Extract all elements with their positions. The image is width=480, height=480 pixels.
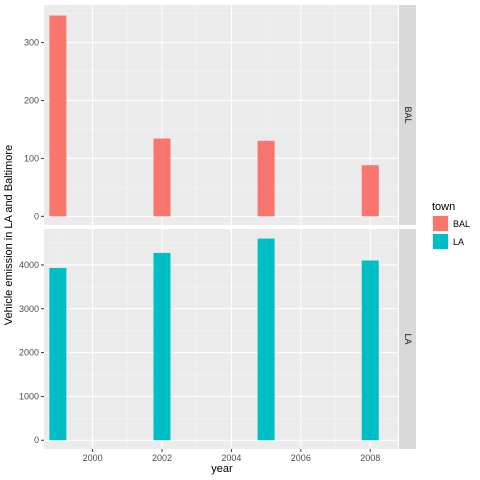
facet-strip — [399, 229, 416, 449]
y-tick-label: 1000 — [19, 391, 39, 401]
legend-label-la: LA — [453, 237, 464, 247]
bar-la-1999 — [49, 267, 67, 441]
legend-title: town — [432, 201, 455, 213]
y-tick-label: 3000 — [19, 304, 39, 314]
bar-bal-2005 — [257, 140, 275, 217]
facet-panels: 0 100 200 300 BAL 0 1000 2000 3000 4000 LA 2000 2002… — [19, 5, 416, 463]
legend-keys: BAL LA — [432, 215, 470, 250]
y-tick-label: 4000 — [19, 260, 39, 270]
bar-la-2005 — [257, 238, 275, 441]
x-tick-label: 2004 — [221, 453, 241, 463]
facet-strip-label: BAL — [403, 106, 413, 123]
bar-la-2002 — [153, 252, 171, 441]
y-tick-label: 100 — [24, 153, 39, 163]
facet-strip-label: LA — [403, 333, 413, 344]
panel-background — [44, 229, 398, 449]
x-axis-title: year — [211, 463, 233, 475]
x-tick-label: 2000 — [83, 453, 103, 463]
bar-bal-2008 — [361, 165, 379, 217]
bar-bal-1999 — [49, 15, 67, 217]
bar-bal-2002 — [153, 138, 171, 217]
y-axis-title: Vehicle emission in LA and Baltimore — [3, 145, 15, 325]
y-tick-label: 200 — [24, 96, 39, 106]
bar-la-2008 — [361, 260, 379, 441]
y-tick-label: 0 — [34, 435, 39, 445]
x-axis: 2000 2002 2004 2006 2008 — [83, 449, 380, 463]
x-tick-label: 2008 — [360, 453, 380, 463]
y-tick-label: 300 — [24, 38, 39, 48]
panel-la: 0 1000 2000 3000 4000 LA — [19, 229, 416, 449]
facet-strip — [399, 5, 416, 225]
x-tick-label: 2006 — [291, 453, 311, 463]
panel-background — [44, 5, 398, 225]
legend: town BAL LA — [432, 201, 470, 250]
x-tick-label: 2002 — [152, 453, 172, 463]
panel-bal: 0 100 200 300 BAL — [24, 5, 416, 225]
y-tick-label: 0 — [34, 211, 39, 221]
y-tick-label: 2000 — [19, 348, 39, 358]
legend-swatch-la — [433, 234, 448, 249]
legend-swatch-bal — [433, 216, 448, 231]
legend-label-bal: BAL — [453, 219, 470, 229]
